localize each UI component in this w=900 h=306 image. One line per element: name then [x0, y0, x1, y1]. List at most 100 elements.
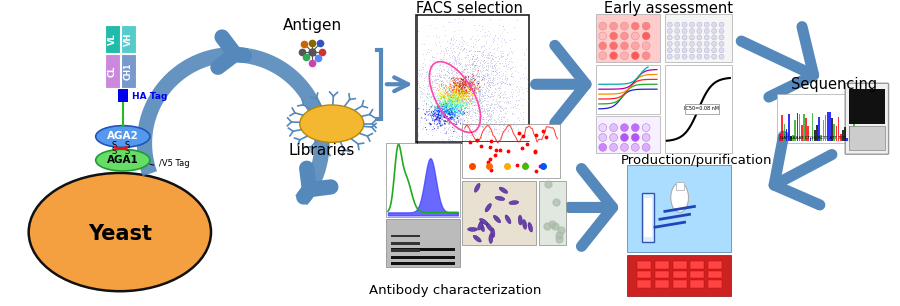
Point [484, 129, 499, 134]
Point [431, 108, 446, 113]
Point [451, 53, 465, 58]
Point [441, 118, 455, 123]
Point [435, 94, 449, 99]
Point [434, 105, 448, 110]
Point [455, 83, 470, 88]
Point [439, 119, 454, 124]
Point [458, 109, 473, 114]
Point [453, 96, 467, 101]
Point [468, 56, 482, 61]
Point [471, 106, 485, 111]
Point [443, 107, 457, 112]
Point [466, 91, 481, 96]
Point [480, 108, 494, 113]
Point [442, 81, 456, 86]
Point [492, 115, 507, 120]
Point [487, 78, 501, 83]
Point [482, 129, 496, 134]
Point [445, 85, 459, 90]
Bar [391, 249, 420, 252]
Point [518, 66, 532, 71]
Point [502, 58, 517, 63]
Point [439, 105, 454, 110]
Point [469, 90, 483, 95]
Point [452, 89, 466, 94]
Point [464, 44, 479, 49]
Point [430, 77, 445, 82]
Point [517, 76, 531, 80]
Point [474, 65, 489, 69]
Point [454, 87, 469, 92]
Point [436, 85, 450, 90]
Point [436, 82, 451, 87]
Point [475, 76, 490, 81]
Point [484, 70, 499, 75]
Point [455, 90, 470, 95]
Point [453, 89, 467, 94]
Circle shape [712, 35, 716, 40]
Point [452, 133, 466, 138]
Point [441, 61, 455, 65]
Point [513, 76, 527, 81]
Point [459, 75, 473, 80]
Point [448, 109, 463, 114]
Point [431, 62, 446, 67]
Point [446, 86, 460, 91]
Point [427, 54, 441, 59]
Point [452, 107, 466, 112]
Point [432, 105, 446, 110]
Bar [812, 113, 814, 141]
Point [454, 95, 468, 99]
Point [509, 18, 524, 23]
Point [452, 93, 466, 98]
Point [448, 105, 463, 110]
Point [437, 94, 452, 99]
Point [448, 95, 463, 100]
Point [459, 137, 473, 142]
Point [487, 36, 501, 41]
Point [420, 85, 435, 90]
Point [451, 106, 465, 110]
Point [436, 111, 451, 116]
Circle shape [667, 22, 672, 27]
Circle shape [620, 133, 628, 141]
Point [432, 113, 446, 118]
Point [458, 88, 473, 93]
Point [440, 86, 454, 91]
Point [435, 102, 449, 107]
Point [436, 88, 450, 93]
Point [443, 86, 457, 91]
Bar [778, 94, 856, 144]
Point [415, 126, 429, 131]
Point [429, 116, 444, 121]
Point [431, 98, 446, 103]
Bar [816, 125, 818, 141]
Point [439, 103, 454, 108]
Point [467, 103, 482, 107]
Point [418, 113, 432, 118]
Point [425, 132, 439, 137]
Point [470, 65, 484, 70]
Point [500, 55, 514, 60]
Point [461, 69, 475, 74]
Bar [655, 261, 669, 269]
Point [453, 80, 467, 85]
Point [469, 108, 483, 113]
Point [468, 88, 482, 93]
Point [455, 47, 470, 52]
Point [464, 84, 479, 89]
Point [453, 83, 467, 88]
Point [455, 81, 470, 86]
Point [458, 81, 473, 86]
Point [440, 102, 454, 107]
Point [492, 122, 507, 127]
Point [504, 105, 518, 110]
Point [482, 115, 497, 120]
Point [424, 95, 438, 100]
Point [454, 90, 469, 95]
Point [472, 95, 487, 99]
Point [430, 114, 445, 119]
Point [463, 97, 477, 102]
Point [428, 139, 443, 144]
Point [438, 114, 453, 119]
